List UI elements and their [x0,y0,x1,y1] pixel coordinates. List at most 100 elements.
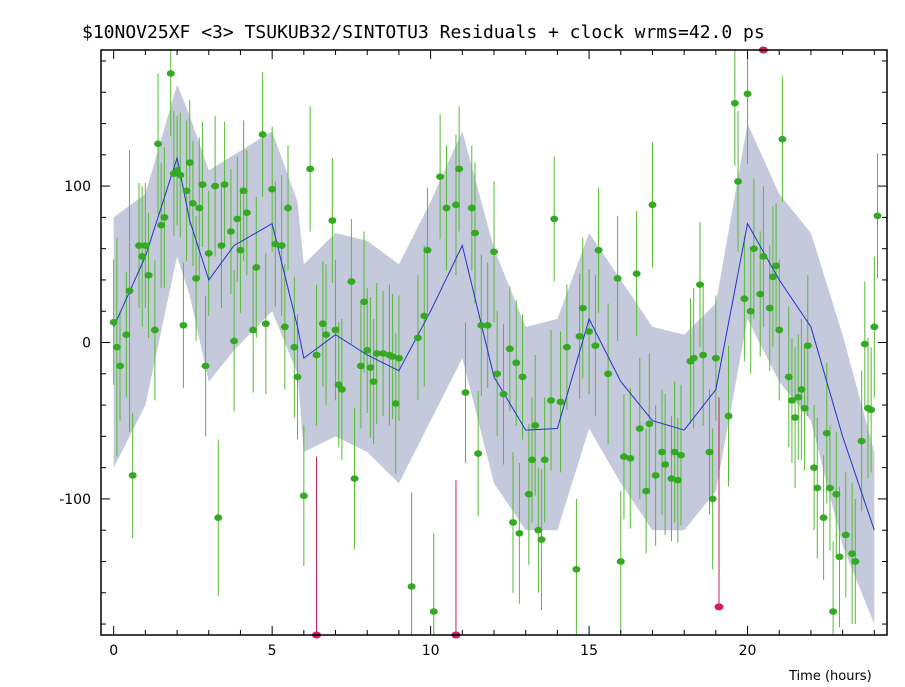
data-point [619,453,628,460]
data-point [166,70,175,77]
data-point [711,354,720,362]
data-point [280,323,289,331]
data-point [775,326,784,334]
data-point [547,397,556,404]
data-point [192,275,201,282]
x-tick-label: 5 [268,643,277,659]
data-point [676,451,685,459]
data-point [356,362,365,370]
x-tick-label: 0 [109,643,118,659]
data-point [534,526,543,534]
model-line [113,155,875,531]
data-point [651,472,660,479]
data-point [125,287,134,295]
data-point [347,278,356,285]
data-point [150,326,159,334]
data-point [670,448,679,456]
data-point [835,553,844,561]
data-point [112,343,121,351]
data-point [873,212,882,220]
data-point [734,178,743,185]
data-point [810,464,819,471]
data-point [360,298,369,306]
data-point [328,217,337,224]
data-point [394,354,403,362]
data-point [759,253,768,260]
data-point [787,397,796,404]
data-point [388,353,397,360]
data-point [746,307,755,315]
data-point [797,386,806,393]
clock-model-line [113,155,875,531]
data-point [505,345,514,353]
data-point [436,173,445,180]
data-point [451,201,460,209]
data-point [283,204,292,212]
data-point [144,271,153,279]
data-point [188,199,197,207]
data-point [825,484,834,492]
data-point [423,246,432,254]
data-point [743,90,752,98]
data-point [366,364,375,371]
data-point [740,295,749,303]
data-point [230,337,239,345]
data-point [870,323,879,331]
data-point [635,425,644,432]
data-point [493,370,502,378]
data-point [391,400,400,407]
data-point [657,448,666,456]
data-point [860,340,869,348]
data-point [182,187,191,195]
data-point [724,412,733,420]
data-point [299,492,308,500]
data-point [138,253,147,260]
data-point [195,204,204,212]
data-point [841,531,850,539]
data-point [312,351,321,359]
uncertainty-band [113,84,875,625]
data-point [350,475,359,482]
data-point [648,201,657,209]
data-point [829,608,838,615]
data-point [233,215,242,223]
data-point [211,182,220,190]
data-point [249,326,258,334]
data-point [708,495,717,503]
data-point [290,343,299,351]
data-point [756,290,765,298]
data-point [318,320,327,328]
data-point [258,131,267,138]
data-point [429,608,438,615]
data-point [420,312,429,320]
data-point [509,519,518,526]
axis-ticks: 0 5 10 15 20 -100 0 100 [59,50,887,659]
data-point [154,140,163,148]
data-point [705,448,714,456]
x-axis-label: Time (hours) [788,669,872,684]
data-point [277,242,286,249]
data-point [822,429,831,437]
data-point [512,359,521,367]
band-area [113,84,875,625]
data-point [455,165,464,173]
data-point [499,390,508,398]
data-point [363,347,372,354]
data-point [515,530,524,537]
data-point [176,171,185,179]
data-point [749,245,758,252]
data-point [179,321,188,329]
data-point [369,378,378,385]
data-point [198,181,207,188]
data-point [645,420,654,428]
data-point [848,550,857,557]
data-point [591,342,600,349]
data-point [461,389,470,396]
data-point [322,331,331,338]
data-point [116,362,125,370]
data-point [185,159,194,166]
data-point [528,456,537,464]
data-point [261,320,270,328]
rejected-points [312,46,768,639]
